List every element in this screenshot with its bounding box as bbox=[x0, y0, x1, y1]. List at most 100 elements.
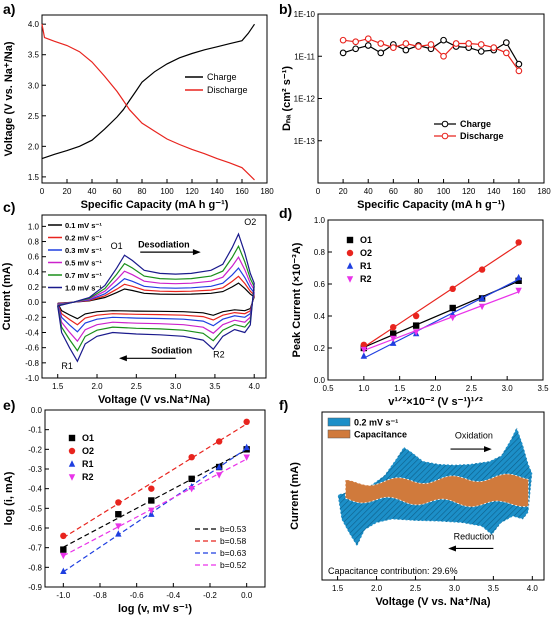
panel-c: c) 1.5 2.0 2.5 3.0 3.5 4.0 Voltage (V vs.Na⁺/Na… bbox=[1, 199, 267, 406]
x-tick-label: 180 bbox=[537, 187, 551, 196]
data-point bbox=[412, 329, 420, 336]
legend-marker bbox=[68, 434, 76, 442]
y-tick-label: 3.0 bbox=[28, 81, 40, 90]
peak-label-r2: R2 bbox=[213, 350, 225, 360]
x-axis-label: v¹ᐟ²×10⁻² (V s⁻¹)¹ᐟ² bbox=[388, 396, 483, 408]
fit-line bbox=[63, 423, 247, 539]
legend-label: O2 bbox=[82, 446, 94, 456]
data-point bbox=[148, 507, 155, 514]
legend-label: O1 bbox=[82, 433, 94, 443]
legend-marker bbox=[346, 262, 354, 269]
legend-marker bbox=[441, 132, 449, 140]
panel-label: e) bbox=[3, 397, 15, 413]
data-point bbox=[188, 485, 195, 493]
legend-label: 0.3 mV s⁻¹ bbox=[65, 246, 102, 255]
y-tick-label: 0.2 bbox=[28, 283, 40, 292]
data-point bbox=[60, 552, 67, 560]
x-tick-label: 1.5 bbox=[332, 584, 344, 593]
x-tick-label: -0.8 bbox=[93, 591, 107, 600]
legend-label: 1.0 mV s⁻¹ bbox=[65, 284, 102, 293]
y-tick-label: 0.0 bbox=[314, 376, 326, 385]
fit-legend-label: b=0.53 bbox=[220, 524, 247, 534]
x-tick-label: 60 bbox=[389, 187, 398, 196]
panel-d: d) 0.5 1.0 1.5 2.0 2.5 3.0 3.5 v¹ᐟ²×10⁻² (V s⁻¹)… bbox=[279, 205, 549, 408]
fit-legend-label: b=0.52 bbox=[220, 560, 247, 570]
x-tick-label: 2.5 bbox=[410, 584, 422, 593]
y-tick-label: 1.0 bbox=[28, 222, 40, 231]
y-tick-label: -0.1 bbox=[28, 426, 42, 435]
y-axis-label: Peak Current (×10⁻³A) bbox=[291, 242, 303, 357]
cv-curve bbox=[57, 232, 255, 363]
y-tick-label: 4.0 bbox=[28, 20, 40, 29]
y-tick-label: -0.2 bbox=[25, 313, 39, 322]
data-point bbox=[449, 285, 456, 292]
data-point bbox=[515, 239, 522, 246]
y-tick-label: 0.4 bbox=[28, 268, 40, 277]
legend-marker bbox=[346, 236, 354, 244]
y-tick-label: 2.0 bbox=[28, 142, 40, 151]
x-tick-label: 2.0 bbox=[430, 384, 442, 393]
x-tick-label: 2.0 bbox=[371, 584, 383, 593]
legend-label: 0.2 mV s⁻¹ bbox=[65, 234, 102, 243]
data-point bbox=[115, 530, 122, 537]
x-tick-label: 0.0 bbox=[241, 591, 253, 600]
x-tick-label: 2.5 bbox=[131, 382, 143, 391]
y-tick-label: 0.6 bbox=[314, 280, 326, 289]
x-tick-label: 2.0 bbox=[91, 382, 103, 391]
data-point bbox=[478, 266, 486, 273]
y-tick-label: 0.0 bbox=[31, 406, 43, 415]
plot-frame bbox=[44, 409, 266, 588]
x-tick-label: 0.5 bbox=[322, 384, 334, 393]
data-point bbox=[412, 312, 420, 320]
data-point bbox=[377, 40, 385, 47]
fit-legend-label: b=0.58 bbox=[220, 536, 247, 546]
y-tick-label: 1E-10 bbox=[294, 10, 316, 19]
x-tick-label: 3.0 bbox=[502, 384, 514, 393]
data-point bbox=[502, 49, 510, 57]
legend-label: 0.2 mV s⁻¹ bbox=[354, 418, 398, 428]
data-point bbox=[352, 38, 360, 46]
y-axis-label: log (i, mA) bbox=[3, 471, 15, 525]
legend-label: Discharge bbox=[207, 85, 248, 95]
x-tick-label: 1.5 bbox=[52, 382, 64, 391]
data-point bbox=[402, 40, 410, 47]
legend-marker bbox=[346, 249, 354, 257]
desodiation-label: Desodiation bbox=[138, 240, 190, 250]
fit-line bbox=[363, 243, 519, 348]
data-point bbox=[360, 341, 368, 348]
arrow-head bbox=[448, 545, 456, 552]
y-tick-label: -0.8 bbox=[25, 359, 39, 368]
legend-label: Discharge bbox=[460, 131, 504, 141]
data-point bbox=[390, 339, 397, 346]
data-point bbox=[389, 44, 397, 51]
x-tick-label: 3.5 bbox=[488, 584, 500, 593]
x-tick-label: 20 bbox=[63, 187, 72, 196]
data-point bbox=[188, 454, 195, 461]
data-point bbox=[515, 287, 522, 295]
y-tick-label: 0.4 bbox=[314, 312, 326, 321]
data-point bbox=[515, 273, 522, 281]
data-point bbox=[377, 49, 385, 57]
y-tick-label: -0.3 bbox=[28, 465, 42, 474]
y-tick-label: -1.0 bbox=[25, 374, 39, 383]
capacitive-area bbox=[344, 473, 529, 508]
data-point bbox=[360, 352, 368, 359]
x-tick-label: 3.5 bbox=[209, 382, 221, 391]
cv-curve bbox=[57, 275, 255, 326]
arrow-head bbox=[119, 355, 127, 362]
y-tick-label: -0.8 bbox=[28, 563, 42, 572]
x-tick-label: 100 bbox=[160, 187, 174, 196]
x-tick-label: 3.0 bbox=[170, 382, 182, 391]
x-tick-label: 120 bbox=[185, 187, 199, 196]
y-tick-label: 0.6 bbox=[28, 253, 40, 262]
x-tick-label: 3.5 bbox=[537, 384, 549, 393]
cv-curve bbox=[57, 267, 255, 333]
y-axis-label: Voltage (V vs. Na⁺/Na) bbox=[3, 41, 15, 156]
cv-curve bbox=[57, 256, 255, 343]
legend-label: Capacitance bbox=[354, 430, 407, 440]
x-tick-label: -0.6 bbox=[130, 591, 144, 600]
capacitance-contribution-label: Capacitance contribution: 29.6% bbox=[328, 566, 458, 576]
y-tick-label: 2.5 bbox=[28, 112, 40, 121]
x-tick-label: 0 bbox=[40, 187, 45, 196]
